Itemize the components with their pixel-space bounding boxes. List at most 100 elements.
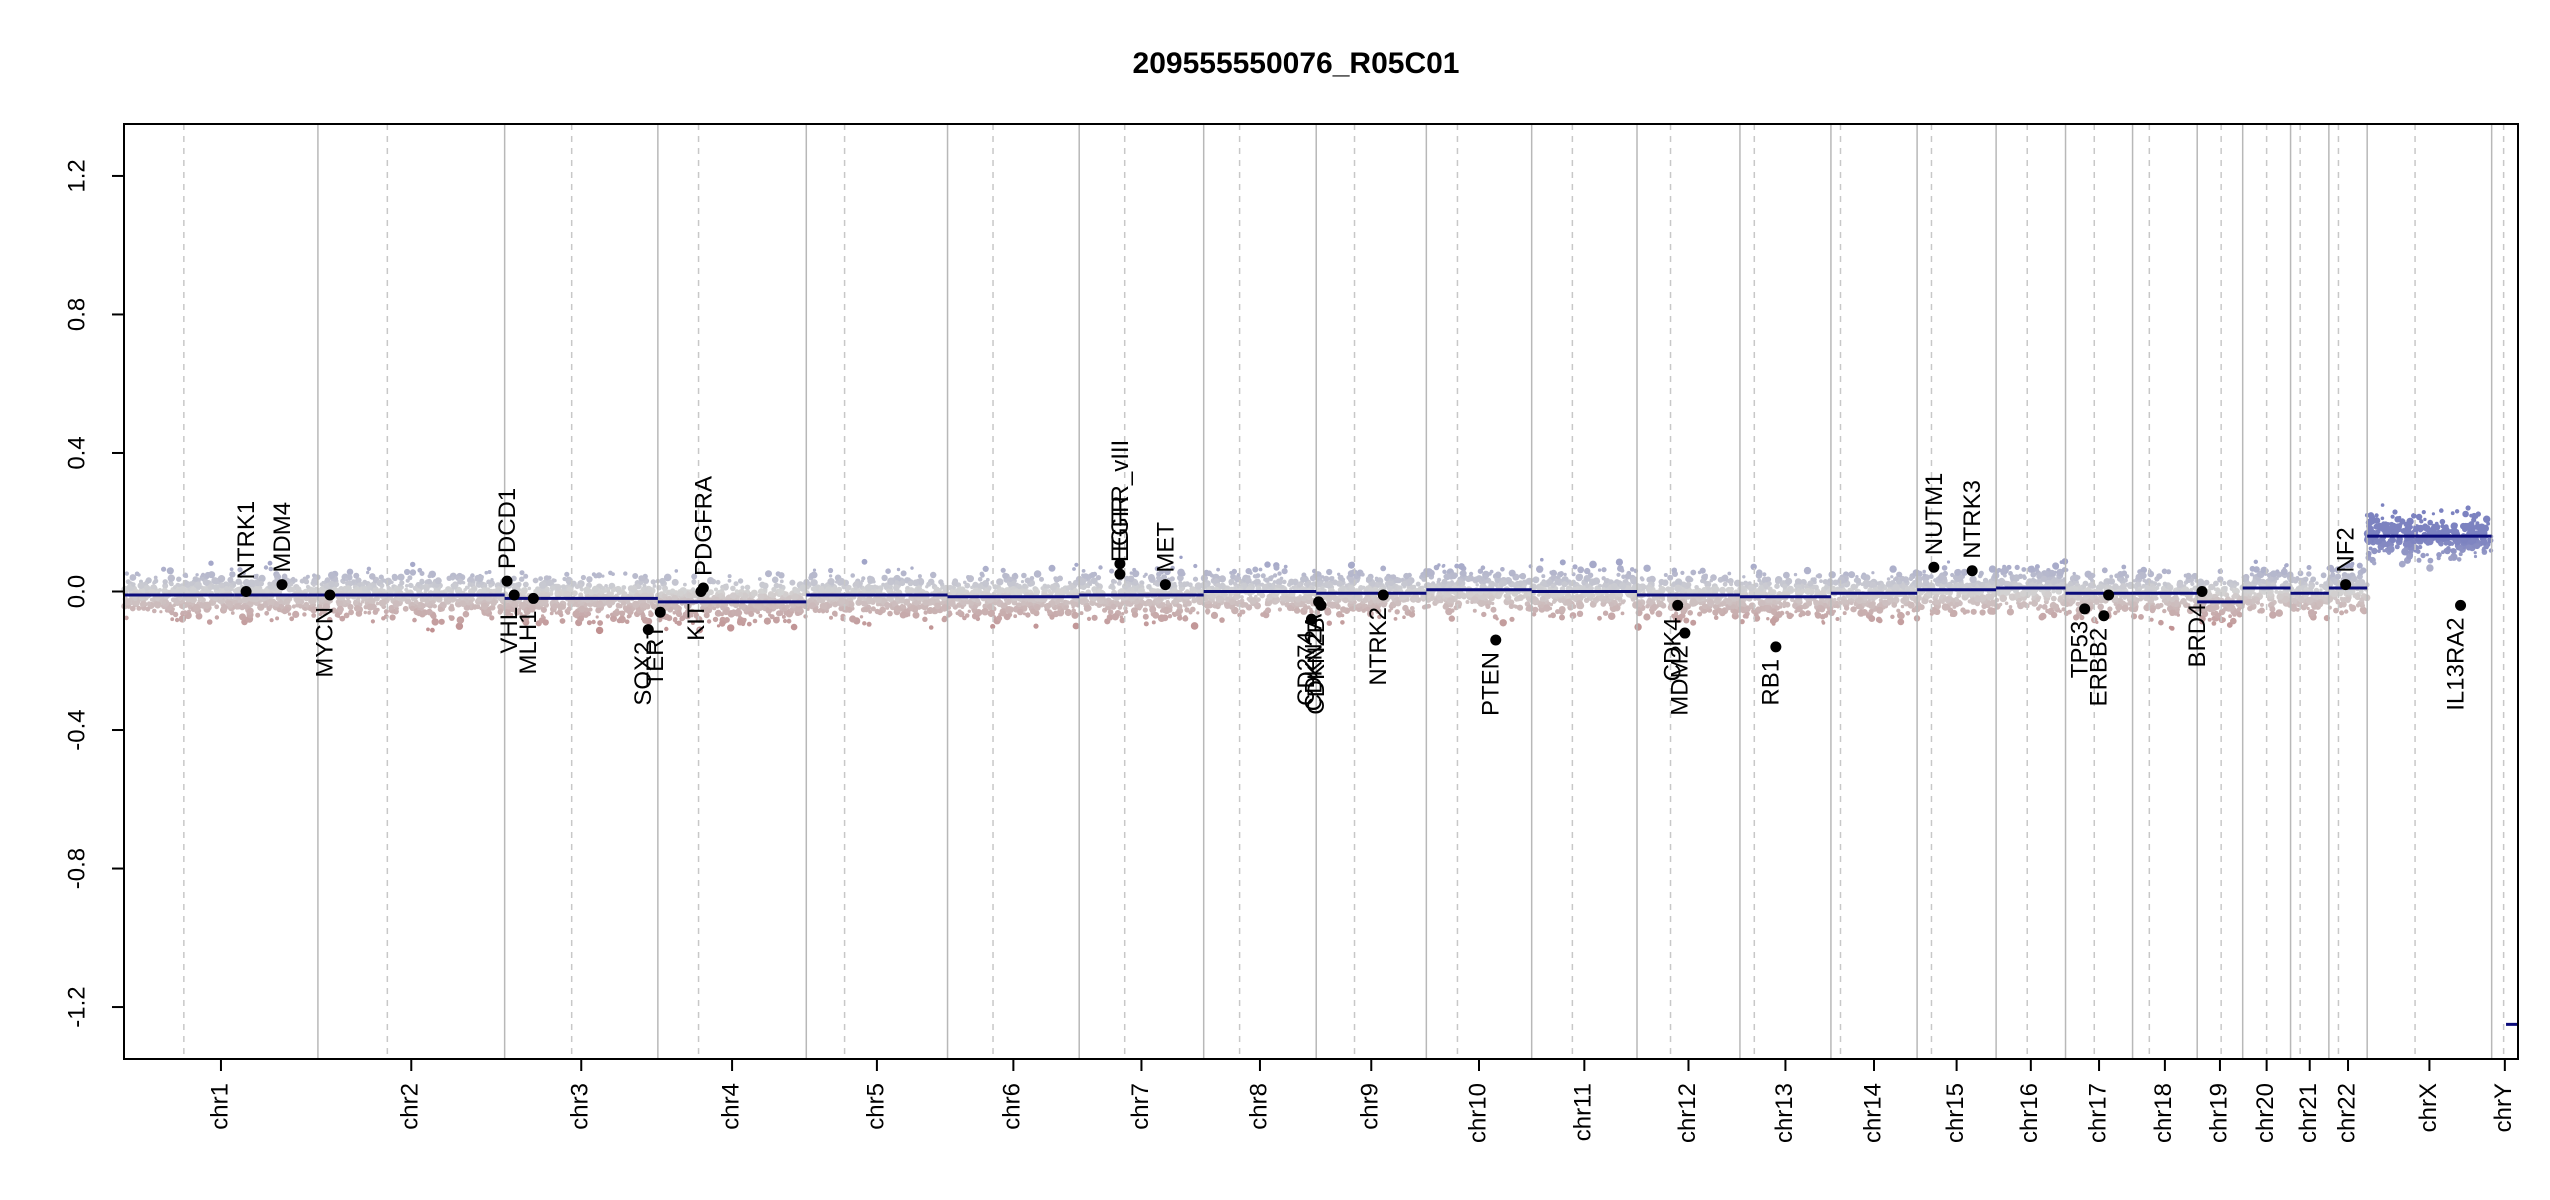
- probe-point: [392, 600, 400, 608]
- probe-point: [1807, 580, 1814, 587]
- probe-point: [712, 616, 719, 623]
- probe-point: [1620, 611, 1625, 616]
- probe-point: [1649, 609, 1655, 615]
- probe-point: [1661, 597, 1666, 602]
- probe-point: [1113, 580, 1117, 584]
- probe-point: [1151, 620, 1156, 625]
- probe-point: [859, 615, 864, 619]
- probe-point: [1782, 583, 1788, 589]
- probe-point: [1283, 564, 1288, 569]
- probe-point: [597, 620, 603, 626]
- probe-point: [1277, 571, 1282, 576]
- probe-point: [591, 572, 597, 577]
- probe-point: [1637, 586, 1642, 591]
- probe-point: [1384, 575, 1390, 582]
- probe-point: [1344, 583, 1349, 588]
- probe-point: [707, 589, 714, 596]
- probe-point: [1165, 599, 1170, 605]
- probe-point: [303, 601, 310, 608]
- probe-point: [239, 574, 243, 578]
- probe-point: [1585, 583, 1590, 588]
- probe-point: [733, 581, 739, 587]
- probe-point: [1607, 612, 1616, 620]
- probe-point: [849, 603, 854, 608]
- probe-point: [566, 578, 573, 585]
- probe-point: [1091, 614, 1098, 621]
- probe-point: [559, 618, 566, 624]
- probe-point: [1268, 575, 1273, 581]
- probe-point: [1793, 572, 1798, 577]
- probe-point: [1776, 580, 1781, 584]
- probe-point: [1687, 610, 1693, 616]
- probe-point: [1500, 567, 1505, 572]
- probe-point: [389, 614, 396, 621]
- probe-point: [1764, 604, 1771, 611]
- probe-point: [748, 611, 755, 617]
- probe-point: [1790, 597, 1795, 602]
- probe-point: [586, 576, 593, 583]
- probe-point: [476, 590, 480, 594]
- probe-point: [287, 612, 292, 616]
- probe-point: [1044, 602, 1052, 610]
- probe-point: [336, 600, 344, 608]
- probe-point: [1243, 602, 1249, 608]
- probe-point: [267, 560, 273, 566]
- probe-point: [551, 603, 558, 610]
- probe-point: [789, 579, 796, 586]
- probe-point: [612, 610, 617, 615]
- probe-point: [771, 586, 777, 593]
- probe-point: [1722, 601, 1726, 606]
- probe-point: [1085, 584, 1089, 588]
- probe-point: [578, 592, 584, 598]
- probe-point: [877, 609, 883, 616]
- probe-point: [294, 597, 302, 605]
- probe-point: [940, 585, 945, 590]
- probe-point: [1109, 583, 1115, 589]
- probe-point: [614, 593, 619, 598]
- probe-point: [765, 570, 772, 578]
- probe-point: [1255, 579, 1261, 585]
- probe-point: [390, 609, 395, 614]
- probe-point: [1515, 582, 1520, 587]
- probe-point: [1460, 592, 1466, 598]
- probe-point: [888, 579, 894, 586]
- probe-point: [419, 597, 426, 603]
- probe-point: [737, 578, 744, 584]
- probe-point: [397, 573, 405, 581]
- probe-point: [1762, 572, 1767, 577]
- probe-point: [1320, 585, 1325, 591]
- probe-point: [825, 586, 832, 593]
- probe-point: [416, 588, 422, 594]
- probe-point: [419, 571, 425, 576]
- probe-point: [1049, 614, 1055, 620]
- probe-point: [163, 584, 167, 589]
- probe-point: [527, 586, 532, 591]
- probe-point: [503, 609, 511, 617]
- probe-point: [283, 608, 289, 614]
- probe-point: [1033, 623, 1039, 629]
- probe-point: [1239, 609, 1243, 614]
- probe-point: [1137, 603, 1143, 609]
- probe-point: [1393, 617, 1398, 621]
- probe-point: [1794, 578, 1802, 586]
- probe-point: [578, 606, 585, 612]
- probe-point: [1033, 570, 1042, 578]
- probe-point: [252, 596, 260, 603]
- probe-point: [1389, 594, 1395, 600]
- probe-point: [1706, 586, 1711, 591]
- probe-point: [1260, 573, 1266, 579]
- probe-point: [447, 596, 452, 601]
- probe-point: [1273, 596, 1281, 604]
- probe-point: [797, 606, 803, 612]
- probe-point: [915, 581, 920, 585]
- probe-point: [485, 594, 493, 602]
- probe-point: [375, 607, 380, 612]
- probe-point: [339, 615, 346, 622]
- probe-point: [1494, 571, 1502, 579]
- probe-point: [930, 599, 935, 604]
- probe-point: [351, 579, 356, 584]
- probe-point: [189, 586, 197, 594]
- probe-point: [1727, 571, 1732, 576]
- probe-point: [781, 614, 786, 619]
- probe-point: [1597, 615, 1602, 621]
